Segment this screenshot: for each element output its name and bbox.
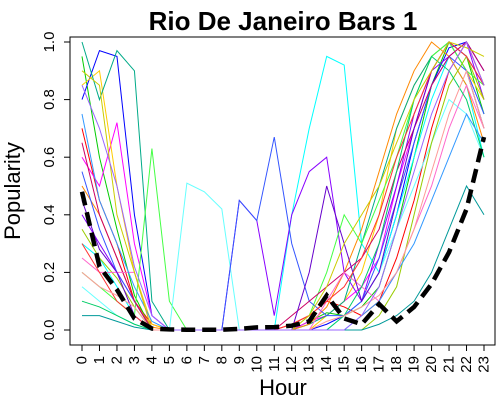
- y-tick-label: 0.4: [41, 204, 58, 225]
- x-tick-label: 17: [371, 356, 388, 373]
- series-line-12: [82, 42, 484, 330]
- y-tick-label: 0.6: [41, 147, 58, 168]
- x-axis-label: Hour: [259, 375, 307, 400]
- y-tick-label: 0.0: [41, 320, 58, 341]
- x-tick-label: 6: [178, 356, 195, 364]
- series-line-17: [82, 42, 484, 330]
- series-line-9: [82, 42, 484, 330]
- y-tick-label: 0.8: [41, 89, 58, 110]
- series-line-7: [82, 42, 484, 330]
- chart-title: Rio De Janeiro Bars 1: [149, 6, 418, 36]
- series-line-1: [82, 42, 484, 330]
- x-tick-label: 8: [213, 356, 230, 364]
- series-line-6: [82, 42, 484, 330]
- x-tick-label: 9: [231, 356, 248, 364]
- x-tick-label: 12: [283, 356, 300, 373]
- x-tick-label: 2: [108, 356, 125, 364]
- x-tick-label: 0: [74, 356, 91, 364]
- series-line-8: [82, 42, 484, 330]
- x-tick-label: 11: [266, 356, 283, 372]
- x-tick-label: 16: [353, 356, 370, 373]
- y-axis-label: Popularity: [0, 142, 25, 240]
- series-line-19: [82, 42, 484, 330]
- x-tick-label: 21: [441, 356, 458, 373]
- series-line-2: [82, 42, 484, 330]
- series-line-22: [82, 42, 484, 330]
- x-tick-label: 18: [388, 356, 405, 373]
- mean-line: [82, 137, 484, 330]
- x-tick-label: 15: [336, 356, 353, 373]
- x-tick-label: 22: [458, 356, 475, 373]
- x-tick-label: 3: [126, 356, 143, 364]
- series-line-15: [82, 42, 484, 330]
- series-layer: [82, 42, 484, 330]
- x-tick-label: 4: [143, 356, 160, 364]
- x-tick-label: 23: [476, 356, 493, 373]
- x-tick-label: 5: [161, 356, 178, 364]
- y-tick-label: 0.2: [41, 262, 58, 283]
- series-line-0: [82, 42, 484, 330]
- x-tick-label: 20: [423, 356, 440, 373]
- x-tick-label: 13: [301, 356, 318, 373]
- x-tick-label: 10: [248, 356, 265, 373]
- x-tick-label: 14: [318, 356, 335, 373]
- x-tick-label: 7: [196, 356, 213, 364]
- series-line-5: [82, 42, 484, 330]
- x-tick-label: 19: [406, 356, 423, 373]
- y-tick-label: 1.0: [41, 32, 58, 53]
- series-line-4: [82, 42, 484, 330]
- x-tick-label: 1: [91, 356, 108, 364]
